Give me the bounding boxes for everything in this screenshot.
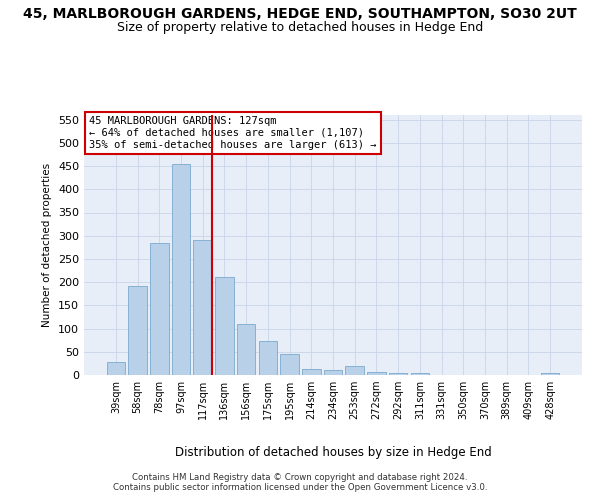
Bar [367,372,386,375]
Text: 45, MARLBOROUGH GARDENS, HEDGE END, SOUTHAMPTON, SO30 2UT: 45, MARLBOROUGH GARDENS, HEDGE END, SOUT… [23,8,577,22]
Y-axis label: Number of detached properties: Number of detached properties [43,163,52,327]
Bar [215,276,233,375]
Bar [259,340,277,375]
Text: Contains HM Land Registry data © Crown copyright and database right 2024.: Contains HM Land Registry data © Crown c… [132,472,468,482]
Bar [410,372,429,375]
Bar [541,372,559,375]
Text: Contains public sector information licensed under the Open Government Licence v3: Contains public sector information licen… [113,484,487,492]
Bar [346,366,364,375]
Text: Distribution of detached houses by size in Hedge End: Distribution of detached houses by size … [175,446,491,459]
Bar [107,362,125,375]
Bar [237,324,256,375]
Bar [324,370,342,375]
Bar [172,164,190,375]
Bar [150,243,169,375]
Bar [280,354,299,375]
Bar [389,372,407,375]
Text: 45 MARLBOROUGH GARDENS: 127sqm
← 64% of detached houses are smaller (1,107)
35% : 45 MARLBOROUGH GARDENS: 127sqm ← 64% of … [89,116,376,150]
Bar [128,286,147,375]
Bar [302,370,320,375]
Text: Size of property relative to detached houses in Hedge End: Size of property relative to detached ho… [117,21,483,34]
Bar [193,240,212,375]
